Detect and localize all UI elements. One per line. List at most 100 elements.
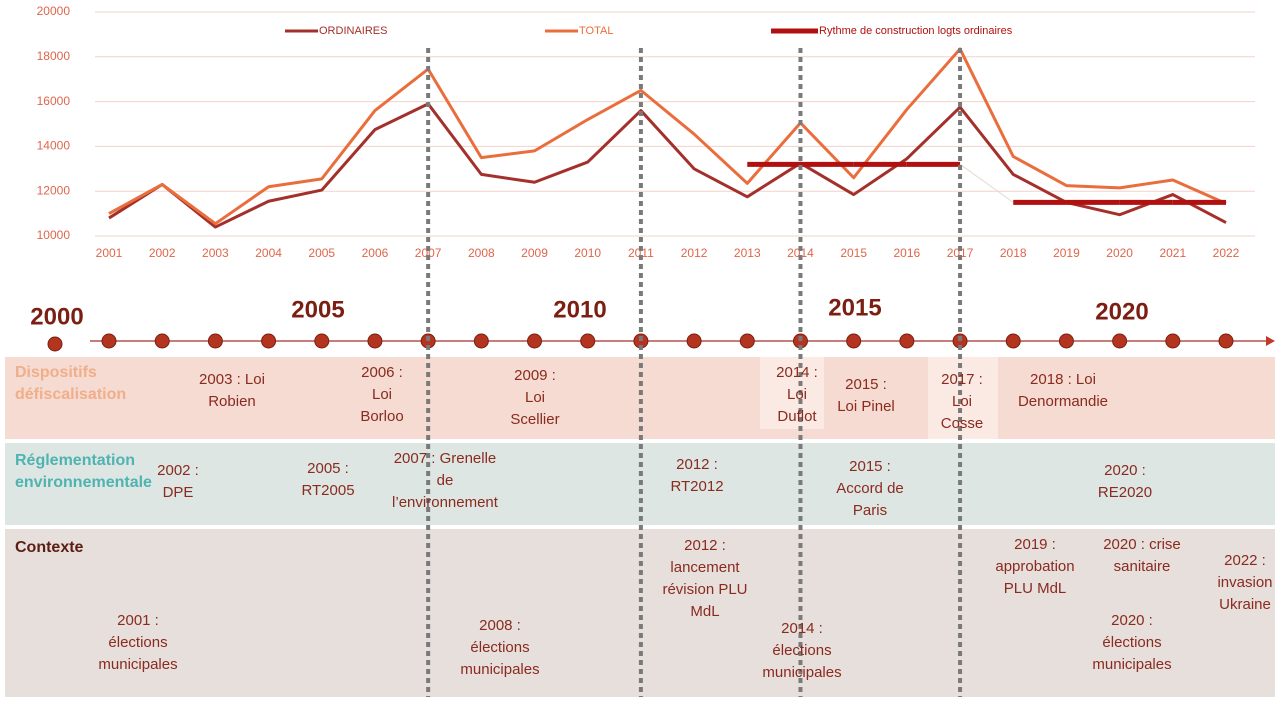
year-label: 2015 — [828, 294, 881, 321]
y-tick-label: 14000 — [37, 139, 71, 153]
event-label: Loi — [787, 386, 807, 403]
event-label: 2006 : — [361, 364, 403, 381]
x-tick-label: 2004 — [255, 246, 282, 260]
x-tick-label: 2008 — [468, 246, 495, 260]
band-fiscal — [5, 357, 1275, 439]
timeline-dot — [101, 333, 117, 349]
timeline-dot — [580, 333, 596, 349]
event-label: RT2012 — [670, 478, 723, 495]
event-label: élections — [108, 634, 167, 651]
event-label: municipales — [1092, 656, 1171, 673]
event-label: RE2020 — [1098, 484, 1152, 501]
event-label: 2014 : — [781, 620, 823, 637]
rhythm-segment — [959, 163, 1014, 203]
event-label: 2012 : — [676, 456, 718, 473]
y-tick-label: 12000 — [37, 183, 71, 197]
timeline-dot — [527, 333, 543, 349]
event-label: 2015 : — [845, 376, 887, 393]
timeline-dot — [367, 333, 383, 349]
x-tick-label: 2010 — [574, 246, 601, 260]
event-label: Duflot — [777, 408, 817, 425]
x-tick-label: 2014 — [787, 246, 814, 260]
y-tick-label: 10000 — [37, 228, 71, 242]
event-label: 2007 : Grenelle — [394, 450, 497, 467]
event-label: 2001 : — [117, 612, 159, 629]
x-tick-label: 2011 — [628, 246, 654, 260]
event-label: Scellier — [510, 411, 559, 428]
band-highlight — [928, 357, 998, 439]
event-label: 2020 : — [1104, 462, 1146, 479]
event-label: 2019 : — [1014, 536, 1056, 553]
timeline-dot — [314, 333, 330, 349]
event-label: révision PLU — [662, 581, 747, 598]
band-highlight — [760, 357, 824, 429]
event-label: RT2005 — [301, 482, 354, 499]
x-tick-label: 2001 — [96, 246, 123, 260]
event-label: 2017 : — [941, 371, 983, 388]
event-label: approbation — [995, 558, 1074, 575]
event-label: 2020 : — [1111, 612, 1153, 629]
event-label: Denormandie — [1018, 393, 1108, 410]
event-label: Borloo — [360, 408, 403, 425]
x-tick-label: 2017 — [947, 246, 974, 260]
event-label: 2008 : — [479, 617, 521, 634]
event-label: municipales — [762, 664, 841, 681]
event-label: DPE — [163, 484, 194, 501]
event-label: élections — [772, 642, 831, 659]
timeline-dot — [1218, 333, 1234, 349]
legend-label: TOTAL — [579, 25, 613, 37]
event-label: Accord de — [836, 480, 904, 497]
timeline-dot — [207, 333, 223, 349]
timeline-dot — [846, 333, 862, 349]
event-label: Loi — [952, 393, 972, 410]
data-line — [108, 102, 1227, 229]
event-label: 2015 : — [849, 458, 891, 475]
event-label: lancement — [670, 559, 740, 576]
timeline-dot — [1005, 333, 1021, 349]
row-title: défiscalisation — [15, 386, 126, 403]
timeline-dot — [1058, 333, 1074, 349]
timeline-dot — [154, 333, 170, 349]
event-label: élections — [470, 639, 529, 656]
row-title: Dispositifs — [15, 364, 97, 381]
event-label: municipales — [460, 661, 539, 678]
timeline-dot — [1165, 333, 1181, 349]
y-tick-label: 18000 — [37, 49, 71, 63]
event-label: 2014 : — [776, 364, 818, 381]
year-label: 2000 — [30, 303, 83, 330]
x-tick-label: 2006 — [362, 246, 389, 260]
timeline-dot — [1112, 333, 1128, 349]
row-title: Contexte — [15, 539, 84, 556]
event-label: PLU MdL — [1004, 580, 1067, 597]
event-label: 2018 : Loi — [1030, 371, 1096, 388]
event-label: Loi — [372, 386, 392, 403]
timeline-dot — [739, 333, 755, 349]
event-label: 2020 : crise — [1103, 536, 1181, 553]
timeline-dot — [473, 333, 489, 349]
event-label: invasion — [1217, 574, 1272, 591]
event-label: MdL — [690, 603, 719, 620]
x-tick-label: 2021 — [1159, 246, 1186, 260]
x-tick-label: 2015 — [840, 246, 867, 260]
event-label: municipales — [98, 656, 177, 673]
row-title: Réglementation — [15, 452, 135, 469]
event-label: l’environnement — [392, 494, 499, 511]
event-label: Paris — [853, 502, 887, 519]
event-label: Loi Pinel — [837, 398, 895, 415]
timeline-dot — [899, 333, 915, 349]
x-tick-label: 2003 — [202, 246, 229, 260]
y-tick-label: 16000 — [37, 94, 71, 108]
legend-label: ORDINAIRES — [319, 25, 387, 37]
timeline-arrow — [1266, 336, 1275, 346]
timeline-dot — [47, 336, 63, 352]
x-tick-label: 2002 — [149, 246, 176, 260]
x-tick-label: 2005 — [308, 246, 335, 260]
x-tick-label: 2012 — [681, 246, 708, 260]
year-label: 2005 — [291, 296, 344, 323]
event-label: 2002 : — [157, 462, 199, 479]
data-line — [108, 47, 1227, 226]
event-label: 2022 : — [1224, 552, 1266, 569]
x-tick-label: 2018 — [1000, 246, 1027, 260]
timeline-dot — [686, 333, 702, 349]
